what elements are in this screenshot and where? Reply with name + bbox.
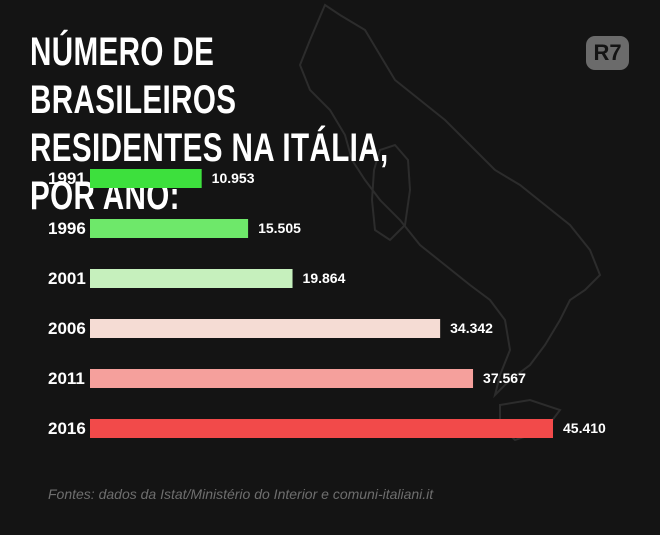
year-label-1991: 1991 bbox=[48, 169, 86, 188]
year-label-2001: 2001 bbox=[48, 269, 86, 288]
value-label-2011: 37.567 bbox=[483, 370, 526, 386]
source-note: Fontes: dados da Istat/Ministério do Int… bbox=[48, 486, 434, 502]
r7-logo: R7 bbox=[586, 36, 629, 70]
value-label-2006: 34.342 bbox=[450, 320, 493, 336]
year-label-2006: 2006 bbox=[48, 319, 86, 338]
bar-1991 bbox=[90, 169, 202, 188]
bar-2001 bbox=[90, 269, 293, 288]
year-label-2011: 2011 bbox=[48, 369, 85, 388]
year-label-2016: 2016 bbox=[48, 419, 86, 438]
bar-2011 bbox=[90, 369, 474, 388]
bar-2016 bbox=[90, 419, 553, 438]
bar-2006 bbox=[90, 319, 441, 338]
year-label-1996: 1996 bbox=[48, 219, 86, 238]
value-label-2016: 45.410 bbox=[563, 420, 606, 436]
bar-1996 bbox=[90, 219, 249, 238]
value-label-1996: 15.505 bbox=[258, 220, 301, 236]
chart-title: Número de brasileiros residentes na Itál… bbox=[30, 30, 389, 218]
value-label-1991: 10.953 bbox=[212, 170, 255, 186]
value-label-2001: 19.864 bbox=[303, 270, 346, 286]
